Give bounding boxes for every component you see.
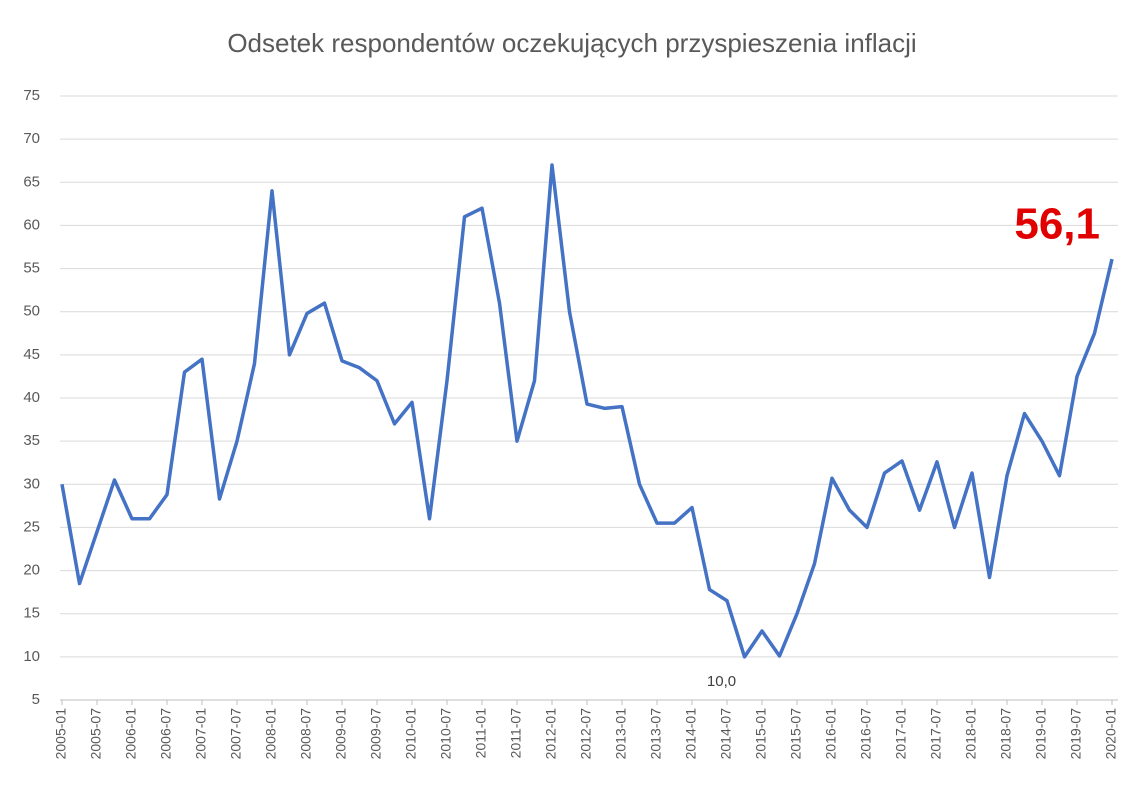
y-tick-label: 65 [23,173,40,190]
x-tick-label: 2019-01 [1033,708,1049,760]
y-tick-label: 35 [23,432,40,449]
y-tick-label: 15 [23,605,40,622]
chart-title: Odsetek respondentów oczekujących przysp… [227,28,916,58]
x-tick-label: 2009-07 [368,708,384,760]
x-tick-label: 2006-01 [123,708,139,760]
x-tick-label: 2012-07 [578,708,594,760]
y-tick-label: 70 [23,130,40,147]
y-tick-label: 50 [23,303,40,320]
y-tick-label: 60 [23,216,40,233]
y-tick-label: 55 [23,260,40,277]
x-tick-label: 2005-07 [88,708,104,760]
y-tick-label: 45 [23,346,40,363]
x-tick-label: 2013-01 [613,708,629,760]
y-tick-label: 75 [23,87,40,104]
x-tick-label: 2011-07 [508,708,524,759]
x-tick-label: 2016-07 [858,708,874,760]
x-tick-label: 2016-01 [823,708,839,760]
x-tick-label: 2019-07 [1068,708,1084,760]
x-tick-label: 2009-01 [333,708,349,760]
y-tick-label: 30 [23,475,40,492]
x-tick-label: 2007-07 [228,708,244,760]
x-tick-label: 2012-01 [543,708,559,760]
x-tick-label: 2018-07 [998,708,1014,760]
x-tick-label: 2010-07 [438,708,454,760]
x-tick-label: 2013-07 [648,708,664,760]
x-tick-label: 2017-07 [928,708,944,760]
data-label: 56,1 [1014,200,1100,249]
x-tick-label: 2005-01 [53,708,69,760]
x-tick-label: 2011-01 [473,708,489,759]
x-tick-label: 2007-01 [193,708,209,760]
x-tick-label: 2015-07 [788,708,804,760]
y-tick-label: 5 [32,691,40,708]
x-tick-label: 2014-07 [718,708,734,760]
x-tick-label: 2010-01 [403,708,419,760]
data-label: 10,0 [707,673,736,690]
x-tick-label: 2014-01 [683,708,699,760]
x-tick-label: 2020-01 [1103,708,1119,760]
y-tick-label: 40 [23,389,40,406]
x-tick-label: 2017-01 [893,708,909,760]
x-tick-label: 2015-01 [753,708,769,760]
x-tick-label: 2008-01 [263,708,279,760]
y-tick-label: 10 [23,648,40,665]
x-tick-label: 2006-07 [158,708,174,760]
x-tick-label: 2018-01 [963,708,979,760]
y-tick-label: 25 [23,518,40,535]
y-tick-label: 20 [23,562,40,579]
x-tick-label: 2008-07 [298,708,314,760]
data-line [60,163,1114,659]
